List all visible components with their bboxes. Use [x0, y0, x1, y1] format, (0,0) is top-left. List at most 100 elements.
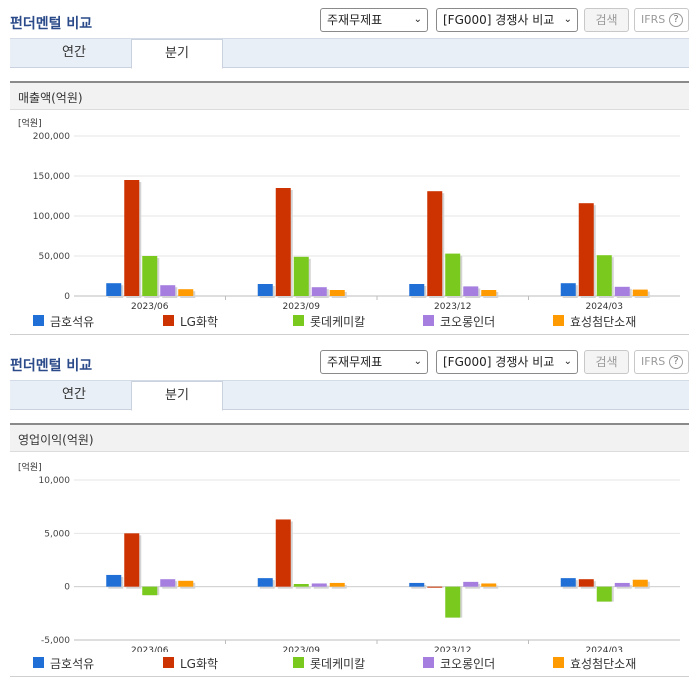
bar-shadow — [616, 584, 632, 589]
legend-swatch — [293, 657, 304, 668]
legend-label: 효성첨단소재 — [570, 315, 637, 329]
revenue-chart-svg: [억원] 0 50,000 100,000 150,000 200,000 2023/06 2… — [18, 117, 680, 310]
statement-select-value: 주재무제표 — [327, 13, 383, 27]
x-tick-label: 2023/06 — [131, 302, 169, 310]
ifrs-label: IFRS — [641, 13, 666, 26]
panel-title: 펀더멘털 비교 — [10, 358, 93, 374]
tab-annual[interactable]: 연간 — [62, 45, 86, 60]
bar — [578, 203, 594, 296]
bar — [463, 286, 479, 296]
bar — [311, 583, 327, 587]
panel-header: 펀더멘털 비교 주재무제표 ⌄ [FG000] 경쟁사 비교 ⌄ 검색 IFRS… — [0, 6, 696, 36]
tab-annual[interactable]: 연간 — [62, 387, 86, 402]
unit-label: [억원] — [18, 461, 42, 473]
bar — [560, 578, 576, 587]
legend-label: 롯데케미칼 — [310, 315, 366, 329]
bar — [614, 286, 630, 296]
revenue-bar-chart: [억원] 0 50,000 100,000 150,000 200,000 2023/06 2… — [0, 110, 696, 310]
panel-title: 펀더멘털 비교 — [10, 16, 93, 32]
legend-swatch — [33, 315, 44, 326]
legend-swatch — [423, 657, 434, 668]
search-button[interactable]: 검색 — [584, 350, 629, 374]
bar — [178, 289, 194, 296]
statement-select[interactable]: 주재무제표 ⌄ — [320, 8, 428, 32]
metric-header: 매출액(억원) — [10, 81, 689, 110]
x-tick-label: 2023/09 — [283, 646, 321, 652]
bar — [445, 253, 461, 296]
x-tick-label: 2024/03 — [586, 646, 623, 652]
bar — [293, 584, 309, 587]
x-tick-label: 2023/12 — [434, 302, 471, 310]
bar — [178, 580, 194, 587]
bar — [160, 285, 176, 296]
y-tick-label: 5,000 — [44, 529, 70, 539]
fundamental-panel-revenue: 펀더멘털 비교 주재무제표 ⌄ [FG000] 경쟁사 비교 ⌄ 검색 IFRS… — [0, 6, 696, 335]
bar — [311, 287, 327, 296]
legend-swatch — [33, 657, 44, 668]
x-tick-label: 2023/06 — [131, 646, 169, 652]
bar — [329, 290, 345, 296]
peer-group-select[interactable]: [FG000] 경쟁사 비교 ⌄ — [436, 8, 578, 32]
chevron-down-icon: ⌄ — [413, 356, 422, 367]
ifrs-label: IFRS — [641, 355, 666, 368]
chevron-down-icon: ⌄ — [413, 14, 422, 25]
chart-legend: 금호석유 LG화학 롯데케미칼 코오롱인더 효성첨단소재 — [0, 310, 696, 332]
bar-shadow — [483, 585, 499, 589]
peer-group-select-value: [FG000] 경쟁사 비교 — [443, 13, 555, 27]
y-tick-label: 0 — [64, 292, 70, 302]
help-icon[interactable]: ? — [669, 355, 683, 369]
divider — [10, 676, 689, 677]
legend-swatch — [553, 657, 564, 668]
tab-quarterly[interactable]: 분기 — [131, 381, 223, 411]
statement-select[interactable]: 주재무제표 ⌄ — [320, 350, 428, 374]
legend-label: 코오롱인더 — [440, 657, 496, 671]
ifrs-button[interactable]: IFRS ? — [634, 8, 689, 32]
bar — [614, 582, 630, 587]
bar — [293, 256, 309, 296]
peer-group-select-value: [FG000] 경쟁사 비교 — [443, 355, 555, 369]
bar-shadow — [331, 584, 347, 589]
bar — [275, 519, 291, 587]
bar — [409, 284, 425, 296]
help-icon[interactable]: ? — [669, 13, 683, 27]
bar — [632, 579, 648, 587]
y-tick-label: 200,000 — [33, 132, 70, 142]
legend-swatch — [553, 315, 564, 326]
bar — [257, 284, 273, 296]
bar — [275, 188, 291, 296]
fundamental-panel-operating-income: 펀더멘털 비교 주재무제표 ⌄ [FG000] 경쟁사 비교 ⌄ 검색 IFRS… — [0, 342, 696, 684]
x-tick-label: 2023/12 — [434, 646, 471, 652]
bar — [632, 289, 648, 296]
legend-label: LG화학 — [180, 315, 219, 329]
legend-swatch — [293, 315, 304, 326]
bar-shadow — [411, 584, 427, 589]
y-tick-label: 150,000 — [33, 172, 70, 182]
y-tick-label: 10,000 — [39, 476, 71, 486]
search-button[interactable]: 검색 — [584, 8, 629, 32]
bar — [124, 180, 140, 296]
y-tick-label: -5,000 — [41, 636, 70, 646]
tab-quarterly[interactable]: 분기 — [131, 39, 223, 69]
ifrs-button[interactable]: IFRS ? — [634, 350, 689, 374]
bar — [463, 581, 479, 587]
period-tabs: 연간 분기 — [10, 380, 689, 411]
bar — [481, 290, 497, 296]
bar — [142, 256, 158, 296]
bar — [596, 255, 612, 296]
bar — [257, 578, 273, 587]
chevron-down-icon: ⌄ — [563, 356, 572, 367]
chart-legend: 금호석유 LG화학 롯데케미칼 코오롱인더 효성첨단소재 — [0, 652, 696, 674]
bar — [106, 574, 122, 587]
bar — [329, 582, 345, 587]
bar — [142, 586, 158, 596]
legend-swatch — [163, 315, 174, 326]
operating-income-bar-chart: [억원] -5,000 0 5,000 10,000 2023/06 2023/09 2023… — [0, 452, 696, 652]
metric-title: 영업이익(억원) — [18, 433, 94, 447]
peer-group-select[interactable]: [FG000] 경쟁사 비교 ⌄ — [436, 350, 578, 374]
statement-select-value: 주재무제표 — [327, 355, 383, 369]
bar — [427, 586, 443, 588]
legend-label: 금호석유 — [50, 315, 95, 329]
legend-label: 효성첨단소재 — [570, 657, 637, 671]
legend-swatch — [163, 657, 174, 668]
legend-swatch — [423, 315, 434, 326]
